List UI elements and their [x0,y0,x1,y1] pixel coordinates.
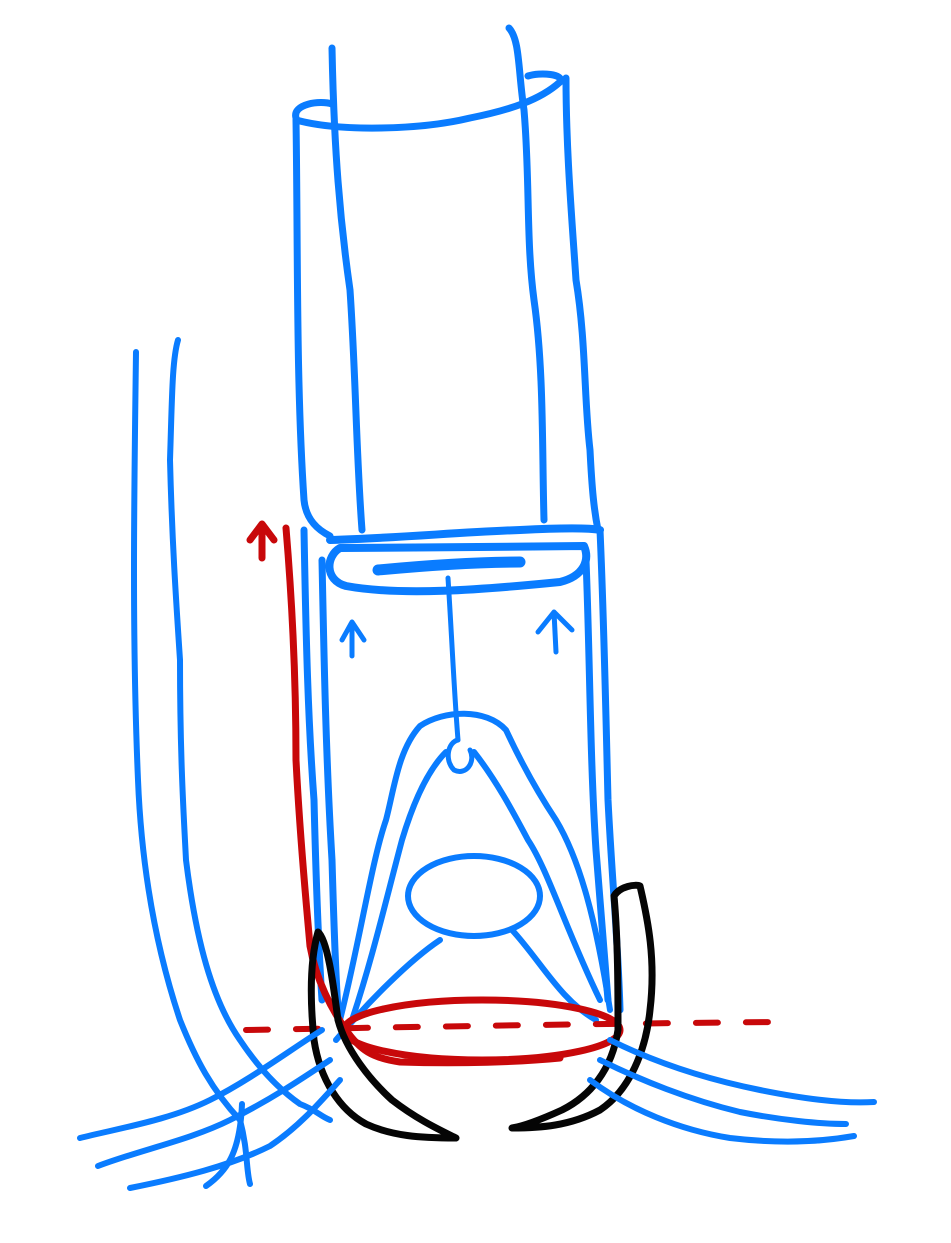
arrow-up-left [339,619,367,659]
plunger-disc-top-edge [326,524,604,544]
strand-left-4 [203,1101,245,1189]
strand-right-3 [587,1077,857,1145]
upper-tube-rim [292,70,565,132]
red-arrow-head [246,520,278,562]
left-wire-inner [167,337,333,1123]
strand-right-2 [597,1057,849,1127]
plunger-disc-slot [372,556,526,576]
plunger-rod [445,575,475,774]
lower-tube-inner-right [582,556,612,1004]
left-wire-outer [131,349,253,1187]
outer-loop [337,710,613,1023]
upper-tube-outer-right [562,74,602,534]
upper-tube-inner-left [328,44,366,534]
red-ring [340,996,624,1064]
inner-loop [349,749,603,1023]
plunger-disc [325,524,604,596]
strand-left-1 [77,1027,325,1141]
strand-left-2 [95,1057,333,1169]
red-line-with-arrow [246,520,564,1067]
strand-left-3 [127,1077,343,1191]
oval-body [405,853,543,939]
upward-arrows [339,609,575,659]
upper-tube-outer-left [292,116,334,540]
upper-tube [292,24,602,540]
upper-tube-inner-right [505,24,548,524]
plunger-disc-body [325,542,591,596]
lower-tube-inner-left [318,556,342,1014]
arrow-up-right [535,609,575,655]
bottom-fanning-strands [77,1027,877,1191]
strand-right-1 [607,1037,877,1106]
red-dashed-line [243,1019,779,1033]
